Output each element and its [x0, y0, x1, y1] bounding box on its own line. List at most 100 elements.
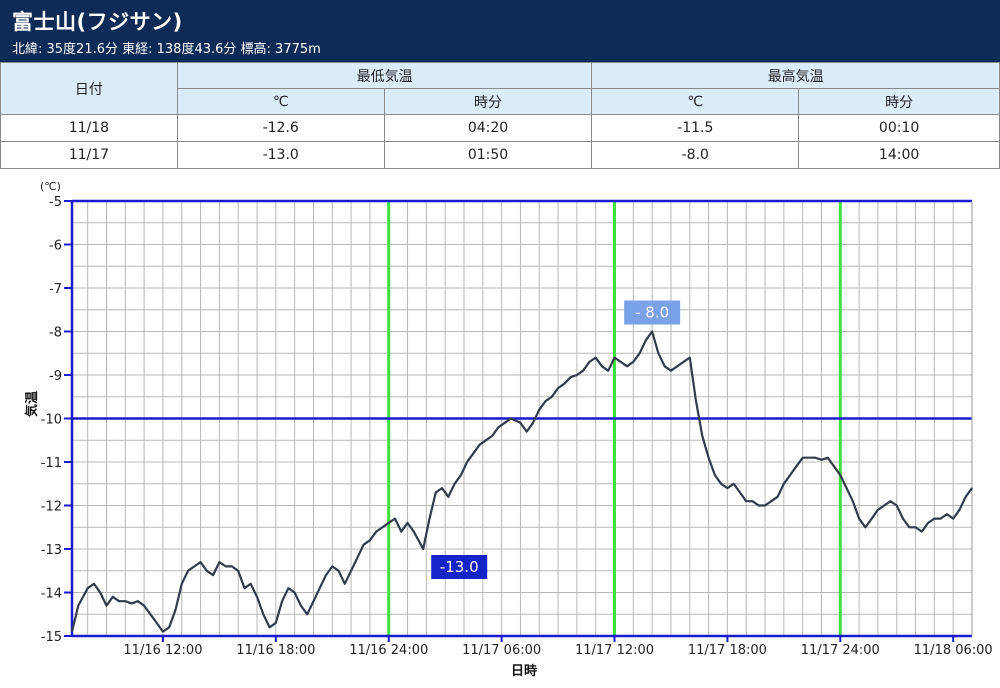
data-point — [472, 452, 474, 454]
data-point — [676, 365, 678, 367]
data-point — [466, 461, 468, 463]
data-point — [695, 400, 697, 402]
data-point — [350, 570, 352, 572]
data-point — [460, 474, 462, 476]
x-tick-label: 11/17 18:00 — [688, 643, 767, 658]
x-tick-label: 11/17 12:00 — [575, 643, 654, 658]
data-point — [902, 518, 904, 520]
data-point — [243, 587, 246, 589]
data-point — [231, 565, 233, 567]
data-point — [726, 487, 729, 489]
data-point — [783, 483, 785, 485]
data-point — [758, 504, 760, 507]
y-tick-label: -5 — [49, 195, 62, 210]
data-point — [181, 583, 183, 585]
data-point — [745, 500, 747, 502]
date-header: 日付 — [0, 62, 178, 115]
data-point — [871, 518, 873, 520]
data-point — [965, 496, 967, 498]
temperature-summary-table: 日付 最低気温 最高気温 ℃ 時分 ℃ 時分 11/18 -12.6 04:20… — [0, 62, 1000, 169]
data-point — [137, 600, 139, 602]
data-point — [206, 570, 208, 572]
data-point — [620, 361, 622, 363]
data-point — [601, 365, 603, 367]
data-point — [883, 504, 885, 507]
data-point — [927, 522, 929, 524]
row-min-time: 01:50 — [383, 141, 593, 169]
data-point — [657, 352, 660, 354]
max-unit-header: ℃ — [591, 88, 800, 115]
x-axis-label: 日時 — [511, 663, 537, 679]
x-tick-label: 11/16 12:00 — [123, 643, 202, 658]
row-min-temp: -13.0 — [176, 141, 385, 169]
data-point — [447, 496, 449, 498]
data-point — [958, 509, 961, 511]
data-point — [645, 339, 647, 341]
data-point — [764, 504, 766, 507]
data-point — [406, 522, 409, 524]
row-max-temp: -8.0 — [591, 141, 800, 169]
data-point — [441, 487, 443, 489]
row-min-time: 04:20 — [383, 114, 593, 142]
data-point — [720, 483, 722, 485]
data-point — [400, 531, 402, 533]
y-unit-label: (℃) — [40, 180, 61, 193]
data-point — [708, 457, 710, 459]
data-point — [915, 526, 917, 528]
data-point — [908, 526, 910, 528]
temperature-chart: -5 -6 -7 -8 -9 -10 -11 -12 -13 -14 -15 11/16 12:00… — [0, 172, 1000, 684]
chart-svg: -5 -6 -7 -8 -9 -10 -11 -12 -13 -14 -15 11/16 12:00… — [24, 180, 993, 679]
x-tick-label: 11/16 18:00 — [236, 643, 315, 658]
max-temp-badge — [624, 300, 681, 325]
data-point — [331, 565, 333, 567]
y-tick-label: -8 — [49, 326, 62, 341]
data-point — [551, 396, 553, 398]
data-point — [99, 591, 101, 594]
data-point — [626, 365, 628, 367]
data-point — [262, 613, 264, 615]
data-point — [839, 474, 841, 476]
data-point — [510, 417, 512, 420]
data-point — [651, 330, 653, 333]
table-row: 11/17 -13.0 01:50 -8.0 14:00 — [0, 141, 1000, 169]
data-point — [77, 605, 79, 607]
min-temp-label: -13.0 — [440, 558, 479, 576]
data-point — [356, 557, 358, 559]
data-point — [921, 531, 923, 533]
data-point — [588, 361, 591, 363]
data-point — [820, 459, 823, 461]
data-point — [733, 483, 735, 485]
data-point — [946, 513, 948, 515]
data-point — [413, 531, 415, 533]
data-point — [827, 457, 829, 459]
data-point — [344, 583, 346, 585]
x-tick-label: 11/17 06:00 — [462, 643, 541, 658]
data-point — [143, 605, 145, 607]
data-point — [670, 370, 672, 372]
data-point — [739, 491, 741, 493]
data-point — [156, 622, 158, 624]
y-tick-label: -12 — [41, 500, 62, 515]
data-point — [519, 422, 522, 424]
data-point — [287, 587, 289, 589]
data-point — [544, 400, 547, 402]
data-point — [325, 574, 327, 576]
min-unit-header: ℃ — [176, 88, 385, 115]
station-header: 富士山(フジサン) 北緯: 35度21.6分 東経: 138度43.6分 標高:… — [0, 0, 1000, 62]
data-point — [118, 600, 120, 602]
row-max-temp: -11.5 — [591, 114, 800, 142]
row-date: 11/17 — [0, 141, 178, 169]
data-point — [212, 574, 214, 576]
data-point — [714, 474, 716, 476]
data-point — [312, 600, 315, 602]
data-point — [225, 565, 227, 567]
data-point — [187, 570, 189, 572]
data-point — [454, 483, 456, 485]
data-point — [858, 518, 860, 520]
data-point — [369, 539, 371, 541]
data-point — [422, 548, 424, 550]
data-point — [814, 457, 816, 459]
data-point — [149, 613, 151, 615]
data-point — [200, 561, 202, 563]
data-point — [479, 444, 481, 446]
